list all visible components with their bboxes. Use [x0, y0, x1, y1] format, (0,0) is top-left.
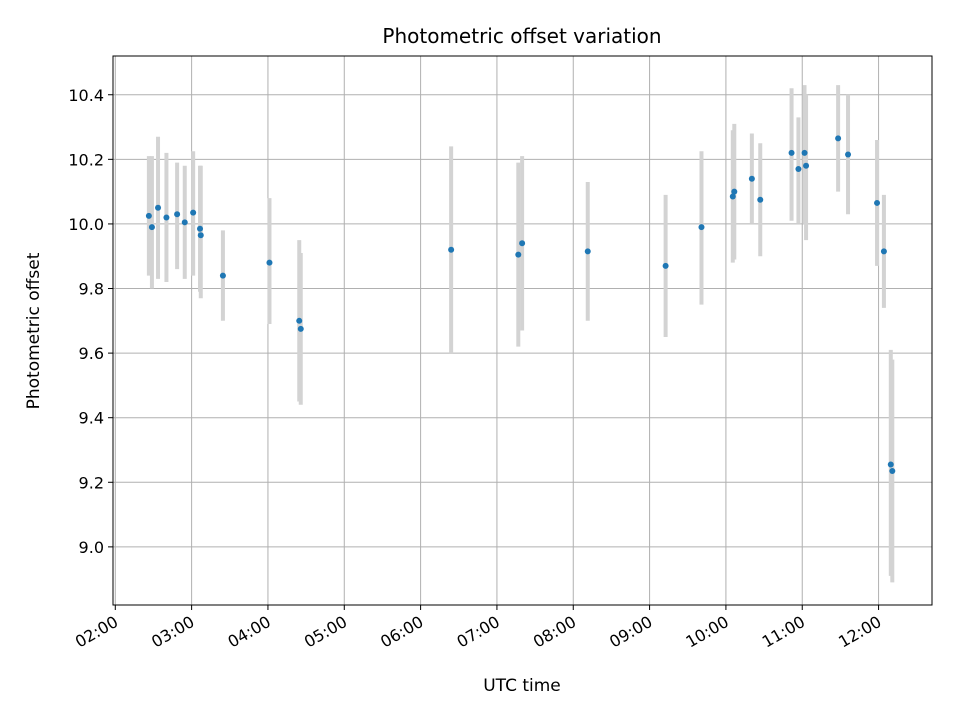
data-point: [190, 209, 197, 216]
data-point: [729, 193, 736, 200]
y-tick-label: 10.0: [68, 215, 104, 234]
data-point: [448, 246, 455, 253]
y-tick-label: 9.8: [79, 280, 104, 299]
data-point: [181, 219, 188, 226]
data-point: [197, 232, 204, 239]
data-point: [801, 149, 808, 156]
data-point: [880, 248, 887, 255]
data-point: [757, 196, 764, 203]
data-point: [698, 224, 705, 231]
data-point: [803, 162, 810, 169]
data-point: [874, 199, 881, 206]
data-point: [266, 259, 273, 266]
data-point: [145, 212, 152, 219]
data-point: [889, 467, 896, 474]
chart-title: Photometric offset variation: [382, 24, 661, 48]
data-point: [887, 461, 894, 468]
data-points: [145, 135, 896, 474]
data-point: [174, 211, 181, 218]
data-point: [297, 325, 304, 332]
data-point: [788, 149, 795, 156]
y-tick-label: 10.2: [68, 150, 104, 169]
data-point: [519, 240, 526, 247]
data-point: [515, 251, 522, 258]
data-point: [795, 166, 802, 173]
data-point: [748, 175, 755, 182]
y-tick-label: 9.2: [79, 473, 104, 492]
data-point: [219, 272, 226, 279]
y-axis-label: Photometric offset: [24, 252, 44, 409]
data-point: [845, 151, 852, 158]
x-axis-label: UTC time: [483, 676, 561, 696]
data-point: [197, 225, 204, 232]
y-tick-label: 9.6: [79, 344, 104, 363]
data-point: [163, 214, 170, 221]
y-tick-label: 10.4: [68, 86, 104, 105]
y-tick-label: 9.4: [79, 409, 104, 428]
data-point: [148, 224, 155, 231]
y-tick-label: 9.0: [79, 538, 104, 557]
plot-frame: [112, 55, 933, 606]
data-point: [584, 248, 591, 255]
data-point: [296, 317, 303, 324]
data-point: [155, 204, 162, 211]
data-point: [731, 188, 738, 195]
data-point: [835, 135, 842, 142]
data-point: [662, 262, 669, 269]
y-axis-ticks: 9.0 9.2 9.4 9.6 9.8 10.0 10.2 10.4: [68, 86, 113, 557]
